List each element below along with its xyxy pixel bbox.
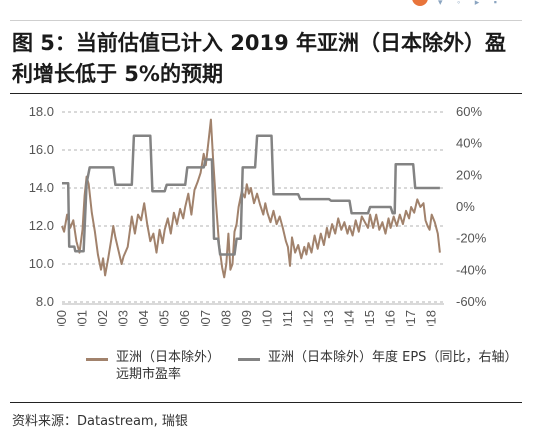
x-tick-label: 2013	[321, 310, 336, 326]
x-tick-label: 2016	[383, 310, 398, 326]
x-tick-label: 2006	[177, 310, 192, 326]
left-tick-label: 16.0	[29, 142, 54, 157]
bottom-rule	[10, 402, 522, 403]
legend-pe-line2: 远期市盈率	[116, 367, 182, 382]
title-rule	[10, 93, 522, 94]
x-tick-label: 2017	[403, 310, 418, 326]
left-tick-label: 10.0	[29, 256, 54, 271]
x-tick-label: 2001	[75, 310, 90, 326]
right-tick-label: 0%	[456, 199, 475, 214]
x-tick-label: 2018	[424, 310, 439, 326]
x-tick-label: 2008	[218, 310, 233, 326]
series-line-eps	[62, 134, 440, 256]
x-axis: 2000 2001 2002 2003 2004 2005 2006 2007 2008 2009…	[54, 303, 444, 326]
x-tick-label: 2004	[136, 310, 151, 326]
chart: 8.0 10.0 12.0 14.0 16.0 18.0 -60% -40% -20% 0% 20…	[29, 104, 487, 326]
x-tick-label: 2014	[342, 310, 357, 326]
right-tick-label: -60%	[456, 294, 487, 309]
legend-swatch-eps	[238, 358, 260, 361]
legend-eps-line1: 亚洲（日本除外）年度 EPS（同比，右轴）	[268, 350, 518, 365]
series-line-pe	[61, 118, 441, 279]
right-tick-label: -20%	[456, 231, 487, 246]
logo-icon	[412, 0, 428, 6]
toolbar-glyphs: ▾ ◦ ▸ ▪	[438, 0, 503, 7]
right-tick-label: 60%	[456, 104, 482, 119]
x-tick-label: 2010	[259, 310, 274, 326]
right-tick-label: -40%	[456, 262, 487, 277]
x-tick-label: 2012	[300, 310, 315, 326]
x-tick-label: 2015	[362, 310, 377, 326]
left-tick-label: 18.0	[29, 104, 54, 119]
page-title: 图 5：当前估值已计入 2019 年亚洲（日本除外）盈利增长低于 5%的预期	[12, 31, 506, 86]
left-tick-label: 8.0	[36, 294, 54, 309]
right-tick-label: 20%	[456, 167, 482, 182]
source-note: 资料来源：Datastream, 瑞银	[12, 414, 188, 429]
right-tick-label: 40%	[456, 136, 482, 151]
x-tick-label: 2011	[280, 310, 295, 326]
x-tick-label: 2003	[116, 310, 131, 326]
legend-swatch-pe	[86, 358, 108, 361]
left-tick-label: 14.0	[29, 180, 54, 195]
x-tick-label: 2005	[157, 310, 172, 326]
legend-pe-line1: 亚洲（日本除外）	[116, 350, 221, 365]
left-axis: 8.0 10.0 12.0 14.0 16.0 18.0	[29, 104, 54, 309]
series	[61, 118, 441, 279]
legend-label-pe: 亚洲（日本除外） 远期市盈率	[116, 349, 220, 383]
legend-label-eps: 亚洲（日本除外）年度 EPS（同比，右轴）	[268, 349, 517, 366]
x-tick-label: 2007	[198, 310, 213, 326]
title-top-rule	[10, 20, 522, 21]
top-bar: ▾ ◦ ▸ ▪	[0, 0, 558, 14]
x-tick-label: 2009	[239, 310, 254, 326]
x-tick-label: 2000	[54, 310, 69, 326]
right-axis: -60% -40% -20% 0% 20% 40% 60%	[456, 104, 487, 309]
x-tick-label: 2002	[95, 310, 110, 326]
left-tick-label: 12.0	[29, 218, 54, 233]
